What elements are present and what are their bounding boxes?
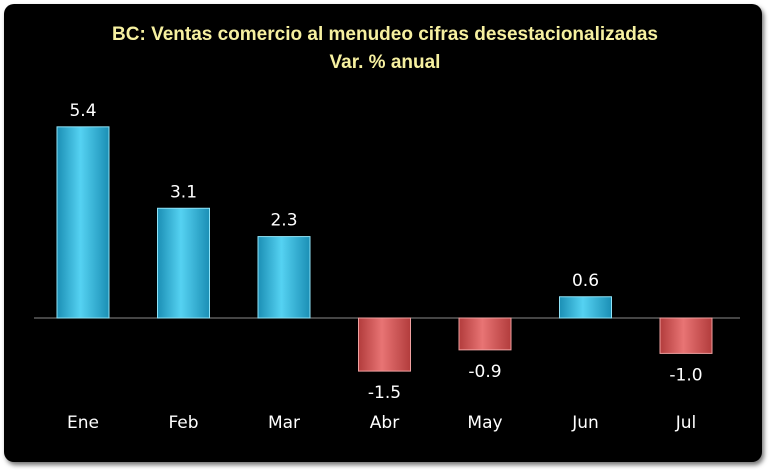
data-label-abr: -1.5 — [368, 383, 401, 403]
bar-ene — [56, 126, 110, 319]
x-tick-label-jul: Jul — [675, 413, 697, 433]
bar-jul — [659, 317, 713, 354]
bar-jun — [559, 296, 612, 319]
x-tick-label-ene: Ene — [67, 413, 99, 433]
data-label-jul: -1.0 — [669, 365, 702, 385]
x-tick-label-abr: Abr — [370, 413, 399, 433]
data-label-may: -0.9 — [468, 362, 501, 382]
data-label-jun: 0.6 — [572, 271, 599, 291]
x-tick-label-feb: Feb — [168, 413, 198, 433]
bar-abr — [358, 317, 411, 372]
bar-mar — [257, 236, 311, 319]
x-tick-label-may: May — [467, 413, 502, 433]
x-tick-label-mar: Mar — [268, 413, 300, 433]
chart-frame — [4, 4, 762, 462]
bar-feb — [157, 207, 210, 319]
chart-subtitle: Var. % anual — [329, 52, 441, 73]
bar-may — [458, 317, 512, 351]
chart-title: BC: Ventas comercio al menudeo cifras de… — [112, 24, 658, 45]
data-label-ene: 5.4 — [69, 101, 96, 121]
data-label-mar: 2.3 — [270, 211, 297, 231]
x-tick-label-jun: Jun — [571, 413, 599, 433]
data-label-feb: 3.1 — [170, 182, 197, 202]
